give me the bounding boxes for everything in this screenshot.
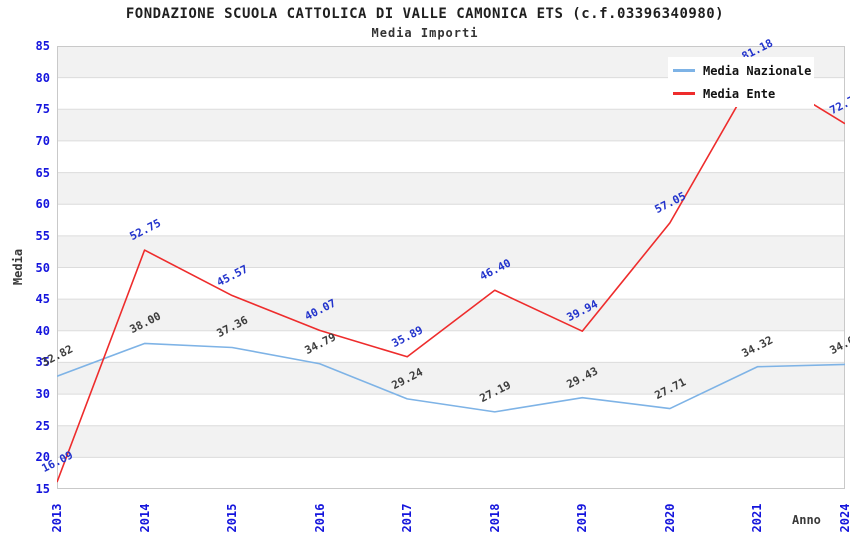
band-stripe: [57, 109, 845, 141]
y-tick-label: 25: [35, 418, 50, 433]
band-stripe: [57, 362, 845, 395]
line-swatch-icon: [673, 92, 695, 95]
legend-label: Media Nazionale: [703, 63, 812, 78]
plot-area: [57, 46, 845, 489]
y-tick-label: 40: [35, 323, 50, 338]
legend: Media Nazionale Media Ente: [668, 57, 814, 107]
y-tick-label: 45: [35, 292, 50, 307]
x-tick-label: 2016: [312, 503, 327, 533]
x-tick-label: 2019: [575, 503, 590, 533]
series-line-media-ente: [57, 69, 845, 483]
plot-border: [57, 46, 845, 489]
x-tick-label: 2014: [137, 503, 152, 533]
y-tick-label: 70: [35, 133, 50, 148]
chart-subtitle: Media Importi: [371, 26, 479, 40]
y-tick-label: 30: [35, 387, 50, 402]
x-tick-label: 2021: [750, 503, 765, 533]
x-tick-label: 2017: [400, 503, 415, 533]
x-tick-label: 2015: [225, 503, 240, 533]
y-tick-label: 50: [35, 260, 50, 275]
y-tick-label: 15: [35, 482, 50, 496]
y-tick-label: 85: [35, 39, 50, 53]
x-tick-label: 2024: [838, 503, 850, 533]
y-tick-label: 20: [35, 450, 50, 465]
band-stripe: [57, 235, 845, 268]
band-stripe: [57, 425, 845, 458]
legend-label: Media Ente: [703, 86, 776, 101]
legend-item-media-ente: Media Ente: [668, 84, 814, 104]
x-tick-label: 2020: [662, 503, 677, 533]
x-tick-label: 2018: [487, 503, 502, 533]
chart-title: FONDAZIONE SCUOLA CATTOLICA DI VALLE CAM…: [125, 6, 725, 22]
y-tick-label: 55: [35, 228, 50, 243]
y-tick-label: 75: [35, 102, 50, 117]
y-tick-label: 60: [35, 197, 50, 212]
y-tick-label: 35: [35, 355, 50, 370]
legend-item-media-nazionale: Media Nazionale: [668, 61, 814, 81]
x-tick-label: 2013: [50, 503, 64, 533]
series-line-media-nazionale: [57, 342, 845, 413]
band-stripe: [57, 299, 845, 331]
y-tick-label: 80: [35, 70, 50, 85]
band-stripe: [57, 172, 845, 205]
x-axis-title: Anno: [792, 513, 821, 527]
line-swatch-icon: [673, 69, 695, 72]
y-tick-label: 65: [35, 165, 50, 180]
